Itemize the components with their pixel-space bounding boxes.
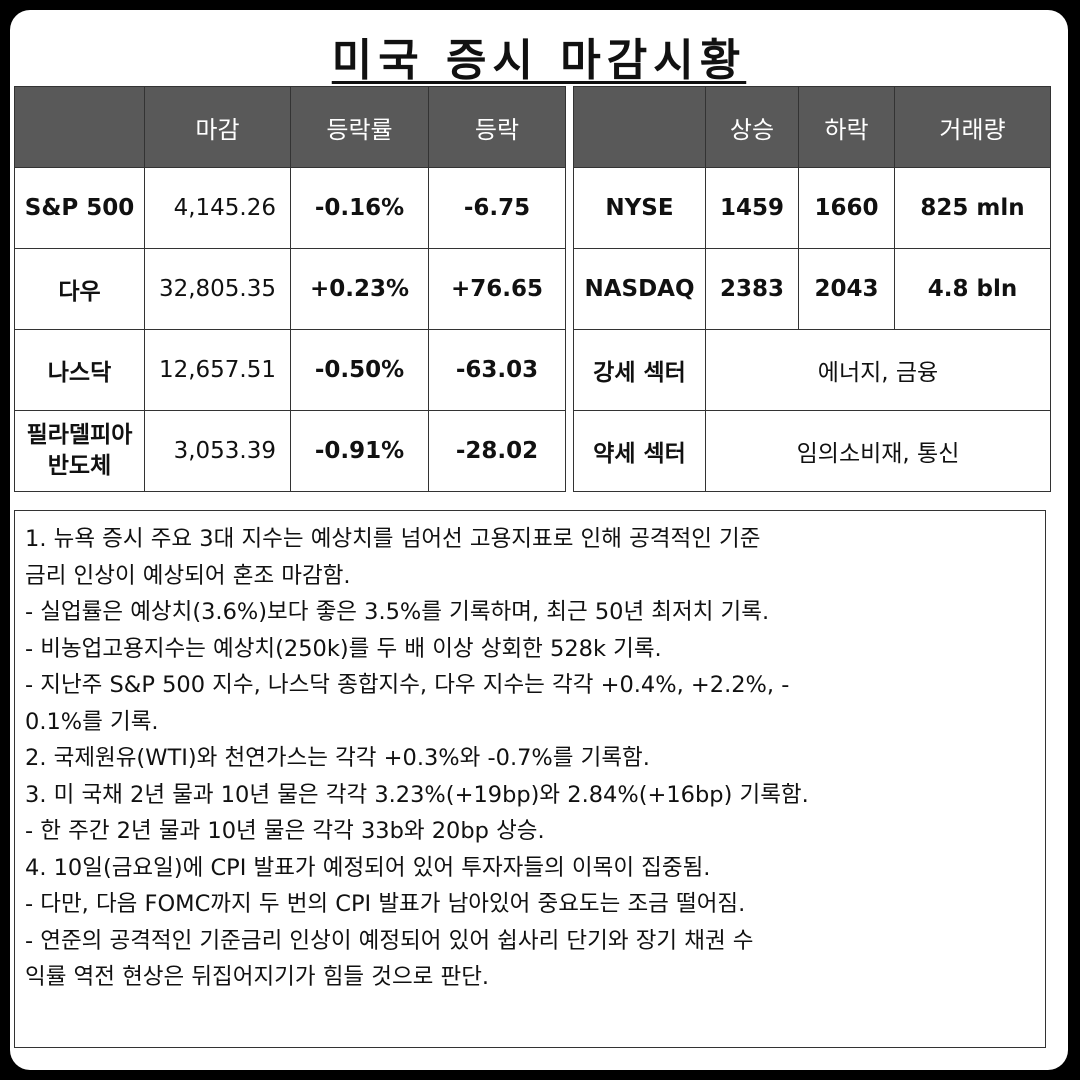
note-line: 4. 10일(금요일)에 CPI 발표가 예정되어 있어 투자자들의 이목이 집… xyxy=(25,854,711,881)
note-line: 1. 뉴욕 증시 주요 3대 지수는 예상치를 넘어선 고용지표로 인해 공격적… xyxy=(25,526,761,552)
index-change-pct: -0.50% xyxy=(290,329,429,411)
index-table-header: 마감 등락률 등락 xyxy=(14,86,566,168)
table-row: 약세 섹터 임의소비재, 통신 xyxy=(573,410,1051,492)
note-line: - 한 주간 2년 물과 10년 물은 각각 33b와 20bp 상승. xyxy=(25,818,545,844)
note-line: - 연준의 공격적인 기준금리 인상이 예정되어 있어 쉽사리 단기와 장기 채… xyxy=(25,927,754,954)
note-line: 3. 미 국채 2년 물과 10년 물은 각각 3.23%(+19bp)와 2.… xyxy=(25,781,809,808)
weak-sector-value: 임의소비재, 통신 xyxy=(705,410,1051,492)
table-row: 나스닥 12,657.51 -0.50% -63.03 xyxy=(14,329,566,411)
table-row: 강세 섹터 에너지, 금융 xyxy=(573,329,1051,411)
header-cell: 하락 xyxy=(798,86,895,168)
index-close: 12,657.51 xyxy=(144,329,291,411)
index-change: -28.02 xyxy=(428,410,566,492)
index-change: -63.03 xyxy=(428,329,566,411)
index-close: 4,145.26 xyxy=(144,167,291,249)
volume: 4.8 bln xyxy=(894,248,1051,330)
index-name-line2: 반도체 xyxy=(47,453,112,479)
table-row: 다우 32,805.35 +0.23% +76.65 xyxy=(14,248,566,330)
table-row: NASDAQ 2383 2043 4.8 bln xyxy=(573,248,1051,330)
index-close: 32,805.35 xyxy=(144,248,291,330)
index-change: -6.75 xyxy=(428,167,566,249)
index-change-pct: -0.16% xyxy=(290,167,429,249)
index-name: S&P 500 xyxy=(14,167,145,249)
note-line: 2. 국제원유(WTI)와 천연가스는 각각 +0.3%와 -0.7%를 기록함… xyxy=(25,745,650,771)
advancers-count: 2383 xyxy=(705,248,799,330)
table-row: S&P 500 4,145.26 -0.16% -6.75 xyxy=(14,167,566,249)
index-change-pct: -0.91% xyxy=(290,410,429,492)
decliners-count: 2043 xyxy=(798,248,895,330)
index-table: 마감 등락률 등락 S&P 500 4,145.26 -0.16% -6.75 … xyxy=(14,86,566,492)
header-cell: 마감 xyxy=(144,86,291,168)
page-title-text: 미국 증시 마감시황 xyxy=(331,35,747,86)
weak-sector-label: 약세 섹터 xyxy=(573,410,706,492)
header-cell: 상승 xyxy=(705,86,799,168)
exchange-name: NYSE xyxy=(573,167,706,249)
page-title: 미국 증시 마감시황 xyxy=(10,24,1068,88)
decliners-count: 1660 xyxy=(798,167,895,249)
index-name: 필라델피아 반도체 xyxy=(14,410,145,492)
note-line: - 다만, 다음 FOMC까지 두 번의 CPI 발표가 남아있어 중요도는 조… xyxy=(25,891,746,917)
header-cell: 거래량 xyxy=(894,86,1051,168)
header-cell: 등락률 xyxy=(290,86,429,168)
exchange-name: NASDAQ xyxy=(573,248,706,330)
note-line: - 지난주 S&P 500 지수, 나스닥 종합지수, 다우 지수는 각각 +0… xyxy=(25,672,790,698)
index-name-line1: 필라델피아 xyxy=(26,421,133,448)
header-cell xyxy=(573,86,706,168)
header-cell xyxy=(14,86,145,168)
note-line: 익률 역전 현상은 뒤집어지기가 힘들 것으로 판단. xyxy=(25,964,490,990)
table-row: NYSE 1459 1660 825 mln xyxy=(573,167,1051,249)
market-table-header: 상승 하락 거래량 xyxy=(573,86,1051,168)
note-line: - 비농업고용지수는 예상치(250k)를 두 배 이상 상회한 528k 기록… xyxy=(25,635,662,662)
note-line: - 실업률은 예상치(3.6%)보다 좋은 3.5%를 기록하며, 최근 50년… xyxy=(25,599,770,625)
advancers-count: 1459 xyxy=(705,167,799,249)
summary-notes: 1. 뉴욕 증시 주요 3대 지수는 예상치를 넘어선 고용지표로 인해 공격적… xyxy=(14,510,1046,1048)
note-line: 금리 인상이 예상되어 혼조 마감함. xyxy=(25,562,351,589)
strong-sector-label: 강세 섹터 xyxy=(573,329,706,411)
table-row: 필라델피아 반도체 3,053.39 -0.91% -28.02 xyxy=(14,410,566,492)
volume: 825 mln xyxy=(894,167,1051,249)
index-change: +76.65 xyxy=(428,248,566,330)
index-close: 3,053.39 xyxy=(144,410,291,492)
note-line: 0.1%를 기록. xyxy=(25,708,159,735)
index-change-pct: +0.23% xyxy=(290,248,429,330)
index-name: 나스닥 xyxy=(14,329,145,411)
market-table: 상승 하락 거래량 NYSE 1459 1660 825 mln NASDAQ … xyxy=(573,86,1051,492)
header-cell: 등락 xyxy=(428,86,566,168)
strong-sector-value: 에너지, 금융 xyxy=(705,329,1051,411)
index-name: 다우 xyxy=(14,248,145,330)
